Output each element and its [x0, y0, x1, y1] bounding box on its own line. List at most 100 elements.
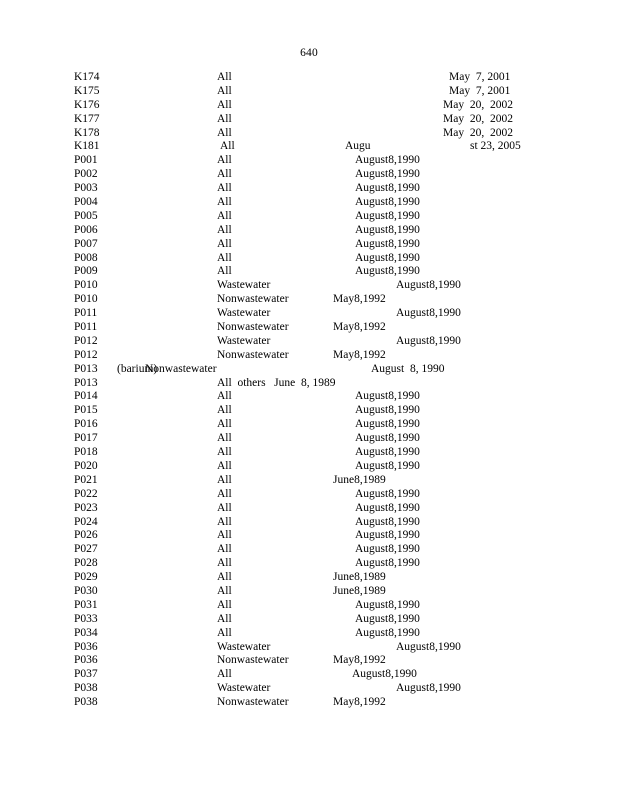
wastewater-type: All — [217, 459, 232, 472]
wastewater-type: All — [220, 140, 235, 153]
waste-code: P038 — [74, 696, 98, 709]
effective-date: August8,1990 — [396, 334, 461, 347]
waste-code: P022 — [74, 487, 98, 500]
table-row: K181 All Augu st 23, 2005 — [0, 140, 618, 154]
effective-date: Augu — [345, 140, 371, 153]
wastewater-type: All — [217, 515, 232, 528]
effective-date: August8,1990 — [355, 182, 420, 195]
page-number: 640 — [300, 47, 318, 59]
table-row: P027 All August8,1990 — [0, 543, 618, 557]
waste-code: K178 — [74, 126, 100, 139]
table-row: P028 All August8,1990 — [0, 557, 618, 571]
effective-date: June8,1989 — [333, 584, 386, 597]
table-row: P007 All August8,1990 — [0, 238, 618, 252]
waste-code: P014 — [74, 390, 98, 403]
wastewater-type: All — [217, 446, 232, 459]
waste-code: K181 — [74, 140, 100, 153]
waste-code: P037 — [74, 668, 98, 681]
table-row: P016 All August8,1990 — [0, 418, 618, 432]
wastewater-type: All — [217, 237, 232, 250]
waste-code: P010 — [74, 293, 98, 306]
effective-date-continued: st 23, 2005 — [470, 140, 521, 153]
wastewater-type: All — [217, 584, 232, 597]
wastewater-type: All — [217, 404, 232, 417]
wastewater-type: All — [217, 473, 232, 486]
waste-code: P033 — [74, 612, 98, 625]
effective-date: August8,1990 — [355, 196, 420, 209]
wastewater-type: All — [217, 251, 232, 264]
waste-code: P007 — [74, 237, 98, 250]
waste-code: P013 — [74, 362, 98, 375]
table-row: P023 All August8,1990 — [0, 502, 618, 516]
wastewater-type: All — [217, 418, 232, 431]
wastewater-type: Wastewater — [217, 334, 271, 347]
table-row: P013 All others June 8, 1989 — [0, 377, 618, 391]
table-row: K178 All May 20, 2002 — [0, 127, 618, 141]
waste-code: P018 — [74, 446, 98, 459]
waste-code: P005 — [74, 209, 98, 222]
table-row: P006 All August8,1990 — [0, 224, 618, 238]
table-row: P033 All August8,1990 — [0, 613, 618, 627]
wastewater-type: All — [217, 154, 232, 167]
effective-date: August8,1990 — [355, 418, 420, 431]
table-row: P038 Nonwastewater May8,1992 — [0, 696, 618, 710]
waste-code: K176 — [74, 98, 100, 111]
effective-date: August8,1990 — [355, 612, 420, 625]
waste-code: P002 — [74, 168, 98, 181]
effective-date: May 20, 2002 — [443, 126, 513, 139]
effective-date: August8,1990 — [355, 557, 420, 570]
wastewater-type: All — [217, 598, 232, 611]
waste-code: K177 — [74, 112, 100, 125]
table-row: P008 All August8,1990 — [0, 252, 618, 266]
waste-code: P017 — [74, 432, 98, 445]
wastewater-type: All — [217, 487, 232, 500]
waste-code: P036 — [74, 654, 98, 667]
table-row: P037 All August8,1990 — [0, 668, 618, 682]
waste-code: P034 — [74, 626, 98, 639]
wastewater-type: All — [217, 390, 232, 403]
table-row: P011 Wastewater August8,1990 — [0, 307, 618, 321]
effective-date: May8,1992 — [333, 654, 386, 667]
waste-code: P038 — [74, 682, 98, 695]
effective-date: May8,1992 — [333, 293, 386, 306]
table-row: K175 All May 7, 2001 — [0, 85, 618, 99]
waste-code: P028 — [74, 557, 98, 570]
table-row: P021 All June8,1989 — [0, 474, 618, 488]
effective-date: May8,1992 — [333, 321, 386, 334]
effective-date: May 20, 2002 — [443, 112, 513, 125]
table-row: P009 All August8,1990 — [0, 265, 618, 279]
wastewater-type: All — [217, 196, 232, 209]
table-row: P038 Wastewater August8,1990 — [0, 682, 618, 696]
effective-date: August8,1990 — [355, 390, 420, 403]
table-row: P031 All August8,1990 — [0, 599, 618, 613]
wastewater-type: Wastewater — [217, 682, 271, 695]
waste-code: K175 — [74, 84, 100, 97]
waste-code: P001 — [74, 154, 98, 167]
wastewater-type: All — [217, 168, 232, 181]
wastewater-type: All — [217, 182, 232, 195]
effective-date: August8,1990 — [352, 668, 417, 681]
effective-date: August8,1990 — [355, 251, 420, 264]
wastewater-type: All — [217, 84, 232, 97]
effective-date: August8,1990 — [355, 598, 420, 611]
table-row: K176 All May 20, 2002 — [0, 99, 618, 113]
effective-date: August8,1990 — [355, 459, 420, 472]
wastewater-type: Nonwastewater — [145, 362, 217, 375]
waste-code: P011 — [74, 321, 98, 334]
waste-code: P006 — [74, 223, 98, 236]
wastewater-type: All — [217, 571, 232, 584]
waste-code: P012 — [74, 348, 98, 361]
table-row: P029 All June8,1989 — [0, 571, 618, 585]
effective-date: August8,1990 — [355, 543, 420, 556]
waste-code: P013 — [74, 376, 98, 389]
effective-date: August8,1990 — [396, 682, 461, 695]
table-row: P005 All August8,1990 — [0, 210, 618, 224]
waste-code: P026 — [74, 529, 98, 542]
table-row: P003 All August8,1990 — [0, 182, 618, 196]
table-row: P010 Nonwastewater May8,1992 — [0, 293, 618, 307]
waste-code: P015 — [74, 404, 98, 417]
wastewater-type: All — [217, 71, 232, 83]
wastewater-type: Wastewater — [217, 279, 271, 292]
effective-date: May 7, 2001 — [449, 71, 511, 83]
